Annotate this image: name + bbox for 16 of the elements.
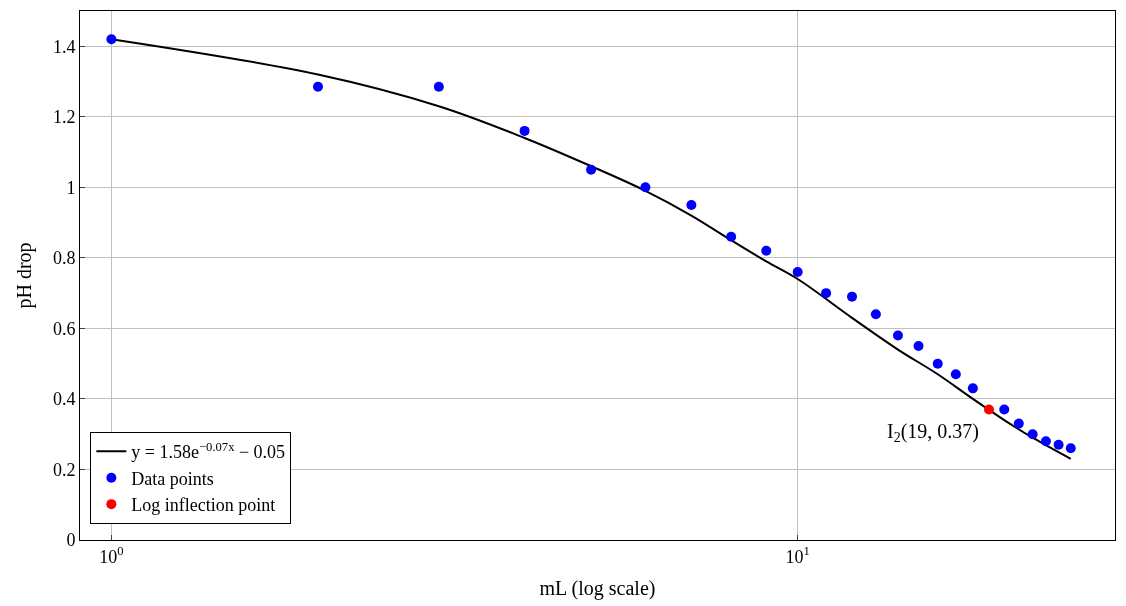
y-tick-label: 0 (66, 530, 76, 551)
y-tick-label: 1.2 (52, 107, 76, 128)
x-axis-title: mL (log scale) (539, 577, 656, 601)
x-tick-label: 10$^{0}$ (99, 544, 124, 567)
y-tick-label: 0.6 (52, 318, 76, 339)
y-axis-title: pH drop (13, 242, 37, 309)
legend-label: Log inflection point (131, 495, 276, 516)
annotation: I$_{2}$(19, 0.37) (887, 420, 979, 446)
legend-label: Data points (131, 468, 214, 489)
legend-label: y = 1.58e$^{−0.07x}$ − 0.05 (131, 439, 286, 463)
x-tick-label: 10$^{1}$ (785, 544, 810, 567)
y-tick-label: 0.8 (52, 248, 76, 269)
y-tick-label: 0.4 (52, 389, 76, 410)
y-tick-label: 1 (66, 177, 76, 198)
y-tick-label: 1.4 (52, 36, 76, 57)
y-tick-label: 0.2 (52, 459, 76, 480)
